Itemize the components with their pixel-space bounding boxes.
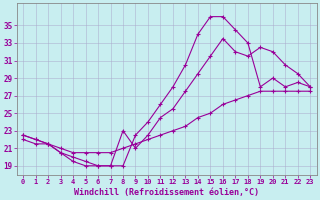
X-axis label: Windchill (Refroidissement éolien,°C): Windchill (Refroidissement éolien,°C) [74,188,259,197]
